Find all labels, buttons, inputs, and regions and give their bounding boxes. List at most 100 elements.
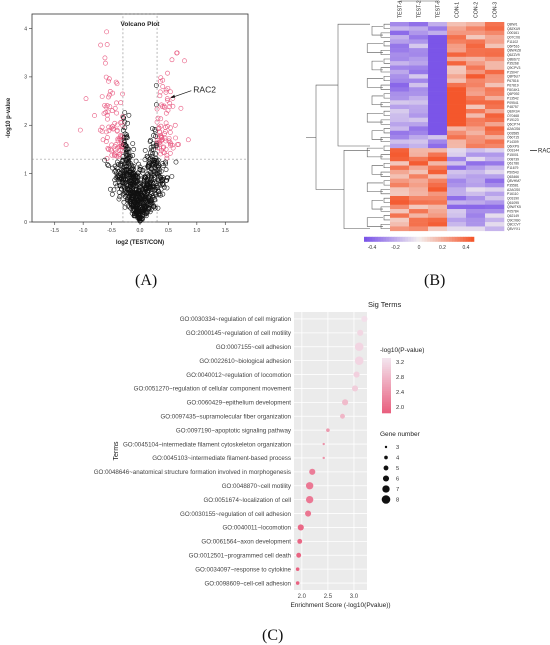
heatmap-cell <box>409 169 429 175</box>
volcano-point <box>122 187 128 193</box>
heatmap-cell <box>390 26 410 31</box>
go-size-legend-tick: 4 <box>396 456 400 462</box>
volcano-point <box>178 105 184 111</box>
heatmap-legend-swatch <box>408 236 412 242</box>
volcano-point <box>114 100 119 106</box>
go-color-legend-swatch <box>382 385 391 388</box>
volcano-point <box>133 212 139 218</box>
heatmap-cell <box>447 65 467 71</box>
volcano-point <box>164 175 170 181</box>
heatmap-cell <box>428 87 448 92</box>
volcano-point <box>149 147 155 153</box>
heatmap-cell <box>447 22 467 27</box>
heatmap-row-label: O70468 <box>507 114 519 118</box>
heatmap-legend-swatch <box>388 236 392 242</box>
volcano-point <box>116 189 122 195</box>
volcano-point <box>157 139 163 145</box>
heatmap-cell <box>409 204 429 210</box>
heatmap-cell <box>409 130 429 136</box>
go-term-label: GO:0022610~biological adhesion <box>199 358 291 365</box>
volcano-point <box>169 174 175 179</box>
rac2-label: RAC2 <box>193 85 216 95</box>
volcano-point <box>144 189 150 195</box>
heatmap-cell <box>466 152 486 158</box>
volcano-point <box>122 125 128 131</box>
heatmap-row-label: P16110 <box>507 192 519 196</box>
volcano-point <box>119 143 125 149</box>
volcano-point <box>131 174 137 180</box>
volcano-point <box>172 122 178 128</box>
heatmap-cell <box>428 204 448 210</box>
heatmap-cell <box>428 65 448 71</box>
heatmap-row-label: Q9CXB0 <box>507 218 520 222</box>
heatmap-cell <box>409 126 429 132</box>
volcano-point <box>159 147 164 153</box>
heatmap-row-label: Q6IXPS <box>507 144 520 148</box>
heatmap-legend-swatch <box>435 236 439 242</box>
volcano-point <box>112 105 118 111</box>
go-size-legend-dot <box>384 445 388 449</box>
heatmap-cell <box>485 65 505 71</box>
go-color-legend-swatch <box>382 392 391 395</box>
heatmap-row-label: O03144 <box>507 149 519 153</box>
heatmap-cell <box>466 187 486 192</box>
go-term-label: GO:0048646~anatomical structure formatio… <box>94 469 291 476</box>
heatmap-cell <box>466 65 486 71</box>
volcano-point <box>98 42 104 48</box>
volcano-point <box>112 151 117 157</box>
heatmap-cell <box>409 143 429 149</box>
heatmap-cell <box>485 78 505 84</box>
heatmap-cell <box>428 104 448 110</box>
volcano-point <box>142 157 148 163</box>
dendrogram-branch <box>366 147 383 158</box>
volcano-point <box>146 198 152 204</box>
heatmap-row-label: Q6ZZV9 <box>507 53 520 57</box>
dendrogram-branch <box>383 76 390 81</box>
volcano-point <box>164 153 170 158</box>
volcano-point <box>110 123 115 129</box>
dendrogram-branch <box>366 43 383 53</box>
heatmap-cell <box>428 139 448 145</box>
volcano-point <box>123 157 128 163</box>
heatmap-cell <box>409 61 429 66</box>
dendrogram-branch <box>371 95 383 105</box>
heatmap-cell <box>409 178 429 184</box>
heatmap-cell <box>390 161 410 166</box>
go-size-legend-title: Gene number <box>380 431 421 438</box>
heatmap-cell <box>428 74 448 79</box>
volcano-point <box>163 87 169 93</box>
heatmap-row-label: Q8IW1 <box>507 23 518 27</box>
heatmap-legend-tick: -0.2 <box>391 245 400 251</box>
heatmap-cell <box>447 191 467 197</box>
go-color-legend-swatch <box>382 396 391 399</box>
heatmap-cell <box>390 74 410 79</box>
heatmap-legend-swatch <box>427 236 431 242</box>
volcano-point <box>103 110 109 115</box>
go-term-label: GO:0098609~cell-cell adhesion <box>204 580 291 587</box>
heatmap-cell <box>485 191 505 197</box>
volcano-point <box>162 135 168 141</box>
heatmap-cell <box>485 30 505 36</box>
heatmap-cell <box>447 100 467 105</box>
go-size-legend-tick: 7 <box>396 487 399 493</box>
volcano-point <box>146 182 151 188</box>
go-color-legend-swatch <box>382 378 391 381</box>
heatmap-row-label: Q63466 <box>507 175 519 179</box>
volcano-point <box>173 159 179 165</box>
heatmap-row-label: F8G4K1 <box>507 88 520 92</box>
heatmap-row-label: Q07CX6 <box>507 36 520 40</box>
heatmap-cell <box>485 200 505 205</box>
volcano-point <box>104 103 110 109</box>
heatmap-cell <box>447 217 467 223</box>
heatmap-cell <box>409 196 429 201</box>
heatmap-cell <box>428 165 448 171</box>
heatmap-row-label: O00161 <box>507 31 519 35</box>
volcano-point <box>145 171 151 177</box>
heatmap-cell <box>466 122 486 127</box>
heatmap-cell <box>485 52 505 58</box>
heatmap-cell <box>485 95 505 101</box>
heatmap-legend-tick: 0 <box>418 245 421 251</box>
volcano-point <box>170 103 176 109</box>
heatmap-cell <box>390 169 410 175</box>
volcano-point <box>166 138 172 144</box>
